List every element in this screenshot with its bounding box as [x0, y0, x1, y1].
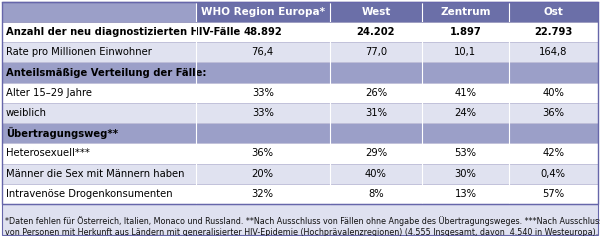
Bar: [509, 63, 598, 83]
Bar: [2, 83, 196, 103]
Text: 22.793: 22.793: [534, 27, 572, 37]
Bar: [509, 184, 598, 204]
Bar: [330, 164, 422, 184]
Bar: [509, 123, 598, 143]
Bar: [509, 103, 598, 123]
Text: Anteilsmäßige Verteilung der Fälle:: Anteilsmäßige Verteilung der Fälle:: [6, 67, 206, 78]
Text: 53%: 53%: [454, 148, 476, 158]
Text: 0,4%: 0,4%: [541, 169, 566, 179]
Text: 24.202: 24.202: [357, 27, 395, 37]
Bar: [2, 63, 196, 83]
Text: 42%: 42%: [542, 148, 565, 158]
Text: WHO Region Europa*: WHO Region Europa*: [201, 7, 325, 17]
Bar: [509, 83, 598, 103]
Text: 24%: 24%: [454, 108, 476, 118]
Text: 77,0: 77,0: [365, 47, 387, 57]
Bar: [2, 2, 196, 22]
Text: Heterosexuell***: Heterosexuell***: [6, 148, 90, 158]
Bar: [196, 83, 330, 103]
Bar: [196, 22, 330, 42]
Bar: [422, 2, 509, 22]
Bar: [509, 143, 598, 164]
Text: 48.892: 48.892: [244, 27, 282, 37]
Text: weiblich: weiblich: [6, 108, 47, 118]
Bar: [422, 103, 509, 123]
Bar: [2, 103, 196, 123]
Text: 8%: 8%: [368, 189, 384, 199]
Text: Intravenöse Drogenkonsumenten: Intravenöse Drogenkonsumenten: [6, 189, 173, 199]
Text: 32%: 32%: [252, 189, 274, 199]
Bar: [422, 83, 509, 103]
Text: 164,8: 164,8: [539, 47, 568, 57]
Bar: [509, 164, 598, 184]
Text: Ost: Ost: [544, 7, 563, 17]
Bar: [2, 143, 196, 164]
Text: 40%: 40%: [542, 88, 564, 98]
Bar: [196, 2, 330, 22]
Bar: [422, 63, 509, 83]
Bar: [330, 83, 422, 103]
Text: 36%: 36%: [252, 148, 274, 158]
Text: 26%: 26%: [365, 88, 387, 98]
Bar: [196, 184, 330, 204]
Text: West: West: [361, 7, 391, 17]
Bar: [422, 22, 509, 42]
Bar: [196, 143, 330, 164]
Bar: [330, 2, 422, 22]
Bar: [330, 143, 422, 164]
Bar: [330, 123, 422, 143]
Bar: [509, 42, 598, 63]
Bar: [196, 164, 330, 184]
Bar: [196, 123, 330, 143]
Text: 10,1: 10,1: [454, 47, 476, 57]
Text: 20%: 20%: [252, 169, 274, 179]
Bar: [330, 22, 422, 42]
Text: 31%: 31%: [365, 108, 387, 118]
Bar: [2, 2, 598, 204]
Bar: [509, 22, 598, 42]
Text: Anzahl der neu diagnostizierten HIV-Fälle: Anzahl der neu diagnostizierten HIV-Fäll…: [6, 27, 240, 37]
Bar: [422, 143, 509, 164]
Text: Rate pro Millionen Einwohner: Rate pro Millionen Einwohner: [6, 47, 152, 57]
Bar: [2, 123, 196, 143]
Bar: [196, 42, 330, 63]
Bar: [330, 42, 422, 63]
Text: 57%: 57%: [542, 189, 565, 199]
Bar: [330, 103, 422, 123]
Text: *Daten fehlen für Österreich, Italien, Monaco und Russland. **Nach Ausschluss vo: *Daten fehlen für Österreich, Italien, M…: [5, 216, 600, 236]
Text: Männer die Sex mit Männern haben: Männer die Sex mit Männern haben: [6, 169, 185, 179]
Bar: [2, 184, 196, 204]
Bar: [422, 123, 509, 143]
Bar: [2, 204, 598, 235]
Bar: [509, 2, 598, 22]
Bar: [422, 164, 509, 184]
Text: 30%: 30%: [454, 169, 476, 179]
Bar: [330, 63, 422, 83]
Bar: [196, 63, 330, 83]
Text: Übertragungsweg**: Übertragungsweg**: [6, 127, 118, 139]
Text: 29%: 29%: [365, 148, 387, 158]
Text: Alter 15–29 Jahre: Alter 15–29 Jahre: [6, 88, 92, 98]
Bar: [2, 22, 196, 42]
Text: 33%: 33%: [252, 88, 274, 98]
Text: 33%: 33%: [252, 108, 274, 118]
Bar: [422, 184, 509, 204]
Text: 40%: 40%: [365, 169, 387, 179]
Bar: [330, 184, 422, 204]
Bar: [422, 42, 509, 63]
Bar: [2, 164, 196, 184]
Text: 36%: 36%: [542, 108, 565, 118]
Text: 13%: 13%: [454, 189, 476, 199]
Text: 1.897: 1.897: [449, 27, 481, 37]
Bar: [2, 42, 196, 63]
Text: 41%: 41%: [454, 88, 476, 98]
Bar: [196, 103, 330, 123]
Text: Zentrum: Zentrum: [440, 7, 491, 17]
Text: 76,4: 76,4: [251, 47, 274, 57]
